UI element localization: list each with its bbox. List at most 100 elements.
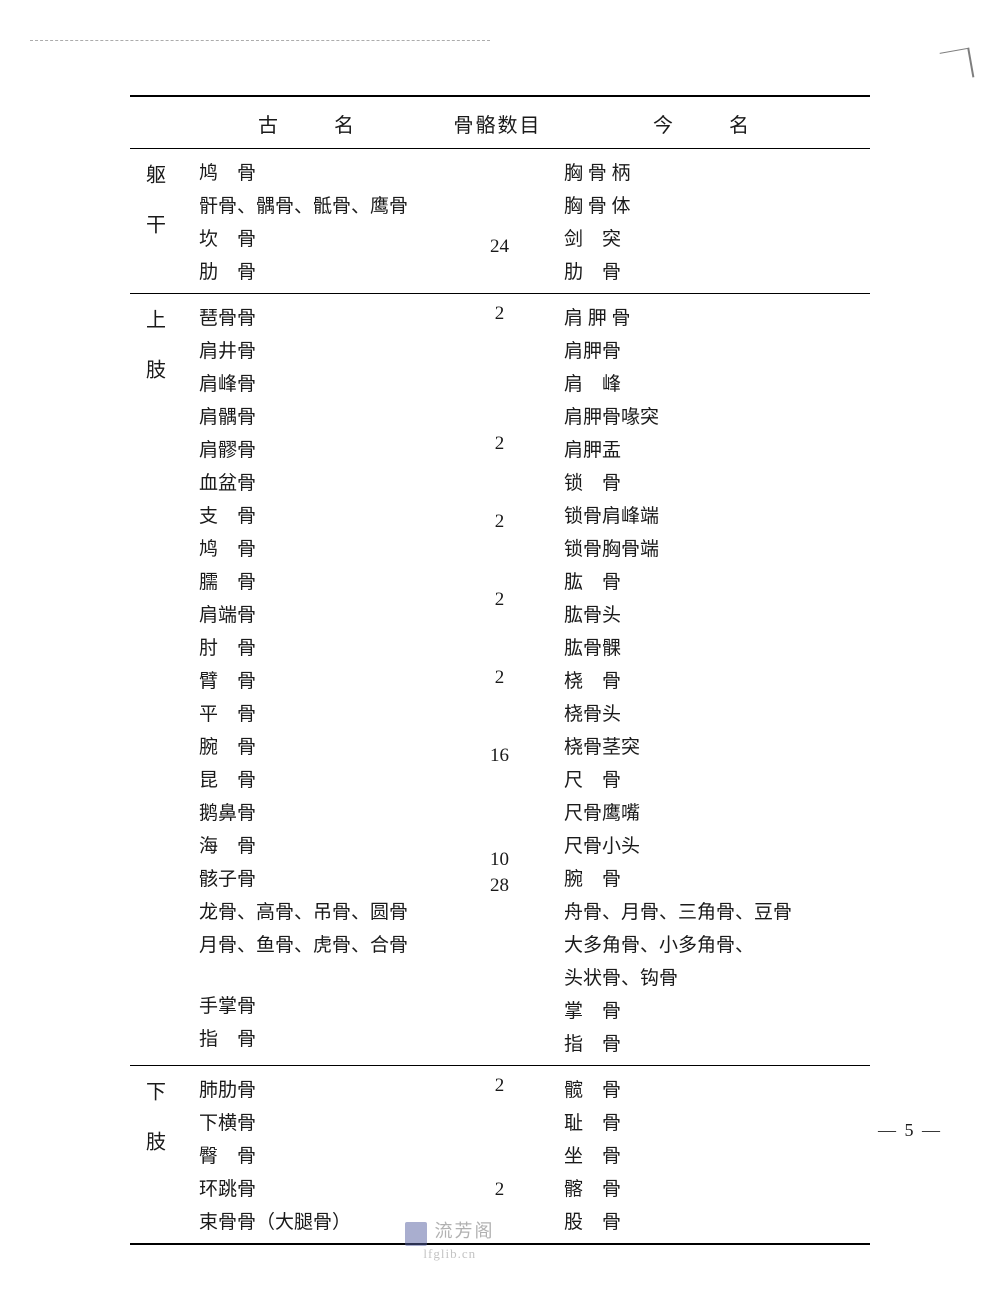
source-watermark: 流芳阁 lfglib.cn <box>405 1220 495 1264</box>
old-name-row: 下横骨 <box>199 1105 435 1138</box>
old-name-row: 肺肋骨 <box>199 1072 435 1105</box>
count-row <box>459 560 540 586</box>
header-count: 骨骼数目 <box>445 97 550 148</box>
header-section <box>130 97 185 148</box>
new-names-cell: 髋 骨耻 骨坐 骨髂 骨股 骨 <box>550 1066 870 1243</box>
count-row <box>459 207 540 233</box>
new-name-row: 胸 骨 体 <box>564 188 860 221</box>
old-name-row: 肋 骨 <box>199 254 435 287</box>
count-row <box>459 1124 540 1150</box>
new-name-row: 肋 骨 <box>564 254 860 287</box>
new-name-row: 锁骨胸骨端 <box>564 531 860 564</box>
new-name-row: 锁骨肩峰端 <box>564 498 860 531</box>
rule-bottom <box>130 1243 870 1245</box>
bone-names-table: 古 名 骨骼数目 今 名 躯干鸠 骨骭骨、髃骨、骶骨、鹰骨坎 骨肋 骨 24胸 … <box>130 97 870 1243</box>
new-name-row: 肩胛骨喙突 <box>564 399 860 432</box>
old-name-row: 手掌骨 <box>199 988 435 1021</box>
old-name-row: 束骨骨（大腿骨） <box>199 1204 435 1237</box>
page-number: — 5 — <box>878 1120 942 1141</box>
new-name-row: 锁 骨 <box>564 465 860 498</box>
header-old-name: 古 名 <box>185 97 445 148</box>
section-label-cell: 下肢 <box>130 1066 185 1243</box>
section-label: 上肢 <box>147 294 169 409</box>
old-names-cell: 琶骨骨肩井骨肩峰骨肩髃骨肩髎骨血盆骨支 骨鸠 骨臑 骨肩端骨肘 骨臂 骨平 骨腕… <box>185 294 445 1060</box>
old-name-row: 骸子骨 <box>199 861 435 894</box>
count-row <box>459 155 540 181</box>
watermark-cn: 流芳阁 <box>435 1221 495 1241</box>
table-body: 躯干鸠 骨骭骨、髃骨、骶骨、鹰骨坎 骨肋 骨 24胸 骨 柄胸 骨 体剑 突肋 … <box>130 148 870 1243</box>
old-name-row: 指 骨 <box>199 1021 435 1054</box>
count-row <box>459 456 540 482</box>
old-name-row: 肩髃骨 <box>199 399 435 432</box>
table-header: 古 名 骨骼数目 今 名 <box>130 97 870 148</box>
page-content: 古 名 骨骼数目 今 名 躯干鸠 骨骭骨、髃骨、骶骨、鹰骨坎 骨肋 骨 24胸 … <box>130 95 870 1245</box>
old-name-row: 肩端骨 <box>199 597 435 630</box>
count-row <box>459 612 540 638</box>
section-label-cell: 上肢 <box>130 294 185 1065</box>
old-name-row: 琶骨骨 <box>199 300 435 333</box>
watermark-en: lfglib.cn <box>423 1246 476 1261</box>
new-name-row: 股 骨 <box>564 1204 860 1237</box>
count-row <box>459 638 540 664</box>
new-name-row: 尺骨鹰嘴 <box>564 795 860 828</box>
count-row <box>459 1150 540 1176</box>
old-name-row <box>199 960 435 988</box>
new-name-row: 肩胛骨 <box>564 333 860 366</box>
old-name-row: 支 骨 <box>199 498 435 531</box>
count-row: 10 <box>459 846 540 872</box>
count-row: 2 <box>459 430 540 456</box>
header-new-name: 今 名 <box>550 97 870 148</box>
count-row <box>459 768 540 794</box>
new-name-row: 指 骨 <box>564 1026 860 1059</box>
count-row: 2 <box>459 1176 540 1202</box>
old-name-row: 腕 骨 <box>199 729 435 762</box>
count-cell: 2 2 <box>445 1066 550 1208</box>
count-row <box>459 820 540 846</box>
new-name-row: 舟骨、月骨、三角骨、豆骨 <box>564 894 860 927</box>
old-name-row: 肩峰骨 <box>199 366 435 399</box>
count-row: 2 <box>459 664 540 690</box>
count-row <box>459 716 540 742</box>
old-name-row: 鹅鼻骨 <box>199 795 435 828</box>
new-name-row: 耻 骨 <box>564 1105 860 1138</box>
old-name-row: 骭骨、髃骨、骶骨、鹰骨 <box>199 188 435 221</box>
new-name-row: 肱骨头 <box>564 597 860 630</box>
scan-corner-mark <box>940 48 975 83</box>
old-name-row: 臑 骨 <box>199 564 435 597</box>
watermark-icon <box>405 1222 427 1246</box>
count-row: 2 <box>459 1072 540 1098</box>
section-row: 上肢琶骨骨肩井骨肩峰骨肩髃骨肩髎骨血盆骨支 骨鸠 骨臑 骨肩端骨肘 骨臂 骨平 … <box>130 294 870 1065</box>
count-row <box>459 404 540 430</box>
count-row: 24 <box>459 233 540 259</box>
new-names-cell: 肩 胛 骨肩胛骨肩 峰肩胛骨喙突肩胛盂锁 骨锁骨肩峰端锁骨胸骨端肱 骨肱骨头肱骨… <box>550 294 870 1065</box>
new-name-row: 肱 骨 <box>564 564 860 597</box>
section-label: 下肢 <box>147 1066 169 1181</box>
old-names-cell: 肺肋骨下横骨臀 骨环跳骨束骨骨（大腿骨） <box>185 1066 445 1243</box>
new-names-cell: 胸 骨 柄胸 骨 体剑 突肋 骨 <box>550 149 870 293</box>
old-name-row: 昆 骨 <box>199 762 435 795</box>
count-row <box>459 326 540 352</box>
old-names-cell: 鸠 骨骭骨、髃骨、骶骨、鹰骨坎 骨肋 骨 <box>185 149 445 293</box>
old-name-row: 鸠 骨 <box>199 531 435 564</box>
count-row: 16 <box>459 742 540 768</box>
count-cell: 2 2 2 2 2 16 1028 <box>445 294 550 904</box>
new-name-row: 肩胛盂 <box>564 432 860 465</box>
old-name-row: 血盆骨 <box>199 465 435 498</box>
count-row <box>459 378 540 404</box>
old-name-row: 臂 骨 <box>199 663 435 696</box>
new-name-row: 腕 骨 <box>564 861 860 894</box>
count-row <box>459 181 540 207</box>
old-name-row: 环跳骨 <box>199 1171 435 1204</box>
count-row <box>459 352 540 378</box>
old-name-row: 月骨、鱼骨、虎骨、合骨 <box>199 927 435 960</box>
count-row: 2 <box>459 508 540 534</box>
new-name-row: 肩 峰 <box>564 366 860 399</box>
old-name-row: 肩髎骨 <box>199 432 435 465</box>
count-row <box>459 482 540 508</box>
section-row: 下肢肺肋骨下横骨臀 骨环跳骨束骨骨（大腿骨）2 2髋 骨耻 骨坐 骨髂 骨股 骨 <box>130 1066 870 1243</box>
old-name-row: 龙骨、高骨、吊骨、圆骨 <box>199 894 435 927</box>
section-row: 躯干鸠 骨骭骨、髃骨、骶骨、鹰骨坎 骨肋 骨 24胸 骨 柄胸 骨 体剑 突肋 … <box>130 149 870 293</box>
new-name-row: 肩 胛 骨 <box>564 300 860 333</box>
new-name-row: 头状骨、钩骨 <box>564 960 860 993</box>
count-cell: 24 <box>445 149 550 265</box>
